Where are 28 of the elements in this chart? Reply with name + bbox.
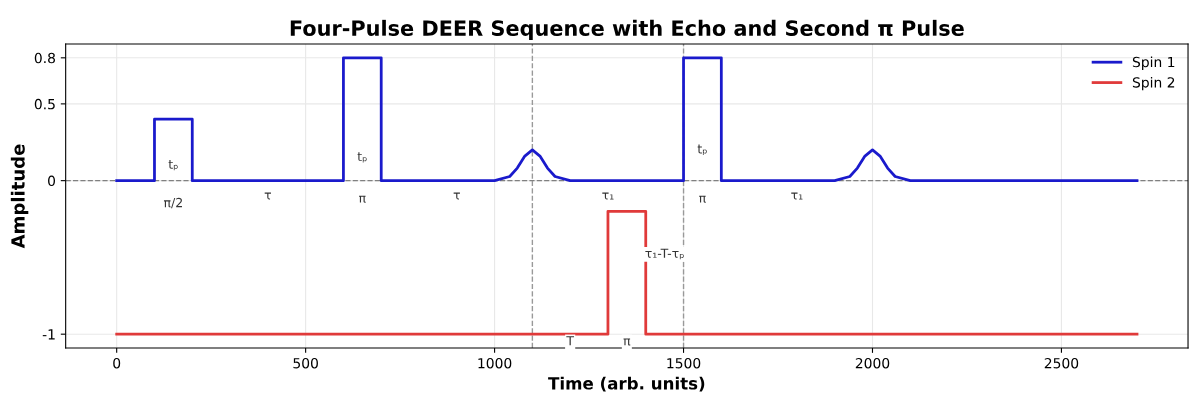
x-tick-label: 500 bbox=[293, 357, 318, 369]
annotation: τ₁ bbox=[602, 192, 614, 200]
annotation: τ bbox=[453, 192, 460, 200]
x-axis-title: Time (arb. units) bbox=[548, 376, 705, 392]
chart-title: Four-Pulse DEER Sequence with Echo and Second π Pulse bbox=[290, 19, 964, 40]
x-tick-label: 2000 bbox=[855, 357, 890, 369]
annotation: τ bbox=[264, 192, 271, 200]
x-tick-label: 0 bbox=[113, 357, 121, 369]
annotation: T bbox=[566, 336, 575, 346]
x-tick-label: 1500 bbox=[667, 357, 701, 369]
annotation: tₚ bbox=[168, 159, 178, 171]
annotation: π bbox=[699, 195, 706, 203]
legend-label: Spin 1 bbox=[1132, 56, 1175, 70]
annotation: π/2 bbox=[163, 197, 182, 209]
annotation: τ₁-T-τₚ bbox=[645, 248, 684, 260]
annotation: π bbox=[623, 338, 631, 346]
y-axis-title: Amplitude bbox=[10, 144, 29, 249]
y-tick-label: -1 bbox=[42, 329, 55, 340]
y-tick-label: 0 bbox=[48, 175, 56, 187]
annotation: τ₁ bbox=[791, 192, 803, 200]
y-tick-label: 0.5 bbox=[34, 98, 55, 110]
annotation: π bbox=[359, 195, 366, 203]
y-tick-label: 0.8 bbox=[34, 52, 55, 64]
annotation: tₚ bbox=[357, 152, 367, 163]
x-tick-label: 1000 bbox=[478, 357, 512, 369]
legend-label: Spin 2 bbox=[1132, 76, 1175, 91]
annotation: tₚ bbox=[697, 144, 707, 155]
x-tick-label: 2500 bbox=[1044, 357, 1079, 369]
